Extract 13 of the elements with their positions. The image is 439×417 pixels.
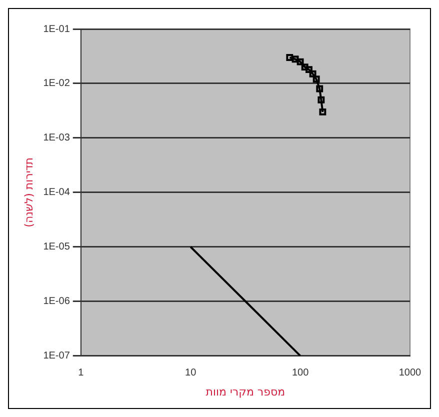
y-tick-label: 1E-02 bbox=[43, 78, 70, 90]
y-tick-label: 1E-03 bbox=[43, 132, 70, 144]
x-axis-title: מספר מקרי מוות bbox=[206, 385, 286, 398]
y-tick-label: 1E-05 bbox=[43, 242, 70, 253]
x-tick-label: 10 bbox=[185, 368, 197, 379]
y-tick-label: 1E-04 bbox=[43, 187, 70, 198]
x-tick-label: 1 bbox=[78, 368, 84, 379]
x-tick-label: 1000 bbox=[398, 368, 422, 379]
x-tick-label: 100 bbox=[292, 368, 310, 379]
y-tick-label: 1E-06 bbox=[43, 296, 70, 308]
y-axis-title: תדירות (לשנה) bbox=[22, 157, 36, 228]
y-tick-label: 1E-01 bbox=[43, 24, 70, 35]
y-tick-label: 1E-07 bbox=[43, 350, 70, 362]
